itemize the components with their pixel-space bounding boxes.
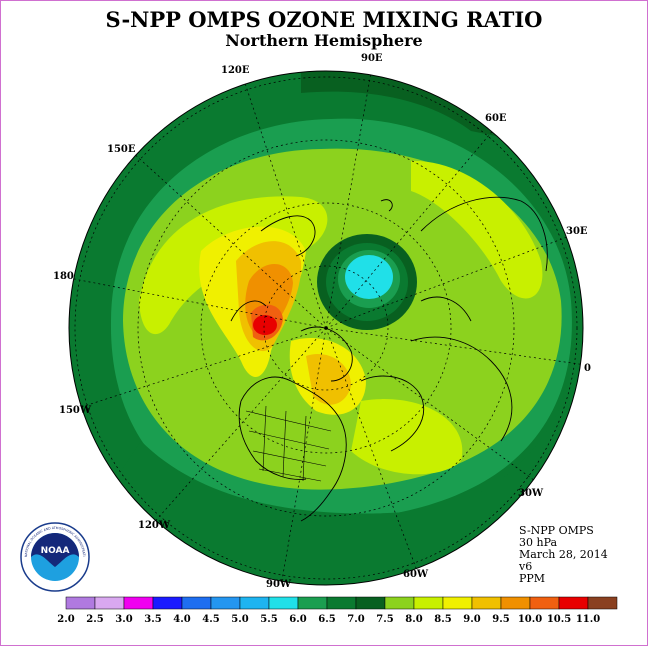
info-units: PPM (519, 572, 546, 585)
colorbar-swatch (587, 596, 618, 610)
colorbar-tick-label: 10.5 (547, 614, 571, 625)
colorbar-tick-label: 5.5 (260, 614, 277, 625)
info-instrument: S-NPP OMPS (519, 524, 594, 537)
map-subtitle: Northern Hemisphere (225, 31, 423, 50)
logo-text: NOAA (41, 546, 70, 556)
lon-label-180: 180 (53, 271, 74, 282)
colorbar-swatch (152, 596, 183, 610)
colorbar-tick-label: 6.0 (289, 614, 306, 625)
map-title: S-NPP OMPS OZONE MIXING RATIO (105, 7, 543, 32)
colorbar-swatch (326, 596, 357, 610)
noaa-logo: NOAA NATIONAL OCEANIC AND ATMOSPHERIC AD… (19, 521, 90, 592)
info-date: March 28, 2014 (519, 548, 608, 561)
colorbar-swatch (268, 596, 299, 610)
colorbar-tick-label: 4.0 (173, 614, 190, 625)
coastlines (230, 196, 548, 522)
colorbar-swatch (413, 596, 444, 610)
colorbar-swatch (355, 596, 386, 610)
colorbar-tick-label: 5.0 (231, 614, 248, 625)
colorbar-tick-label: 8.0 (405, 614, 422, 625)
graticule (69, 71, 583, 585)
lon-label-150e: 150E (107, 144, 136, 155)
colorbar-tick-label: 11.0 (576, 614, 600, 625)
state-boundaries (245, 405, 332, 482)
colorbar-tick-label: 2.5 (86, 614, 103, 625)
info-level: 30 hPa (519, 536, 558, 549)
colorbar: 2.0 2.5 3.0 3.5 4.0 4.5 5.0 5.5 6.0 6.5 7.0 7.5 8.0 8… (57, 596, 618, 625)
colorbar-tick-label: 10.0 (518, 614, 542, 625)
lon-label-90w: 90W (266, 579, 292, 590)
colorbar-swatch (123, 596, 154, 610)
colorbar-swatch (297, 596, 328, 610)
colorbar-tick-label: 9.5 (492, 614, 509, 625)
colorbar-tick-label: 4.5 (202, 614, 219, 625)
logo-gull-icon (31, 533, 79, 567)
band-lower (121, 381, 583, 577)
info-version: v6 (519, 560, 533, 573)
lon-label-0: 0 (584, 363, 591, 374)
colorbar-swatch (471, 596, 502, 610)
lon-label-120w: 120W (138, 520, 171, 531)
colorbar-swatch (384, 596, 415, 610)
lon-label-150w: 150W (59, 405, 92, 416)
colorbar-swatch (94, 596, 125, 610)
ozone-field (69, 71, 583, 585)
colorbar-tick-label: 7.0 (347, 614, 364, 625)
map-boundary (68, 70, 584, 586)
colorbar-swatch (500, 596, 531, 610)
lon-label-60w: 60W (403, 569, 429, 580)
colorbar-tick-label: 7.5 (376, 614, 393, 625)
colorbar-swatch (558, 596, 589, 610)
colorbar-tick-label: 3.5 (144, 614, 161, 625)
lon-label-90e: 90E (361, 53, 383, 64)
patch-9b (306, 354, 351, 405)
info-block: S-NPP OMPS 30 hPa March 28, 2014 v6 PPM (519, 525, 608, 585)
colorbar-tick-label: 8.5 (434, 614, 451, 625)
colorbar-swatch (65, 596, 96, 610)
patch-max (253, 315, 277, 335)
lon-label-30e: 30E (566, 226, 588, 237)
lon-label-120e: 120E (221, 65, 250, 76)
colorbar-tick-label: 3.0 (115, 614, 132, 625)
patch-8b (411, 160, 543, 299)
colorbar-swatch (181, 596, 212, 610)
colorbar-swatch (210, 596, 241, 610)
lon-label-60e: 60E (485, 113, 507, 124)
lon-label-30w: 30W (518, 488, 544, 499)
band-top (301, 71, 521, 141)
colorbar-tick-label: 6.5 (318, 614, 335, 625)
colorbar-tick-label: 9.0 (463, 614, 480, 625)
patch-8c (351, 399, 463, 475)
colorbar-swatch (529, 596, 560, 610)
colorbar-swatch (442, 596, 473, 610)
colorbar-tick-label: 2.0 (57, 614, 74, 625)
colorbar-swatch (239, 596, 270, 610)
